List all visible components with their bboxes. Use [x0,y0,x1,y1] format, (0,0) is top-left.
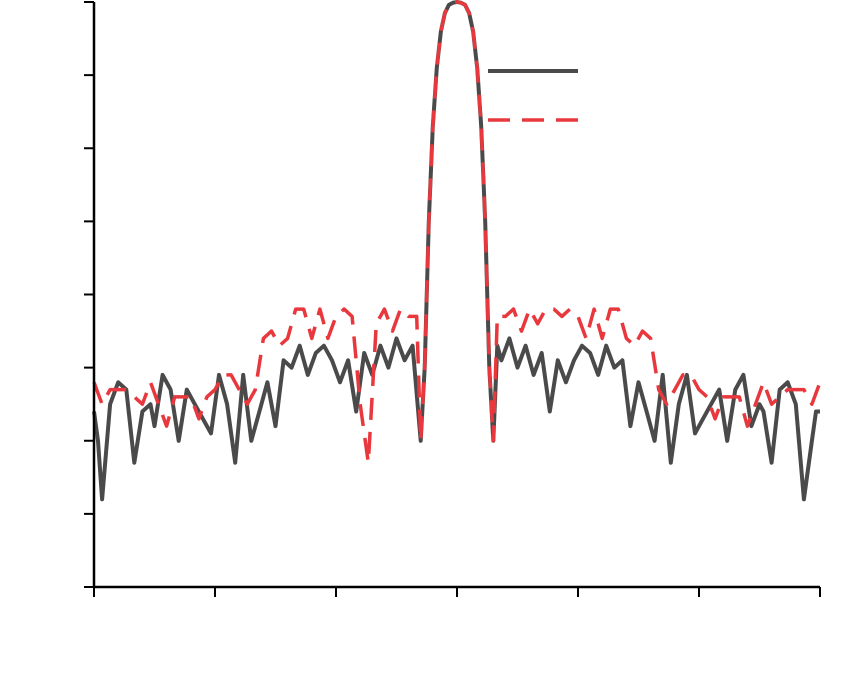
series-line-2 [92,0,822,465]
series-line-1 [92,0,820,502]
axes [84,1,821,597]
legend [488,69,578,122]
plot-lines [92,0,822,502]
